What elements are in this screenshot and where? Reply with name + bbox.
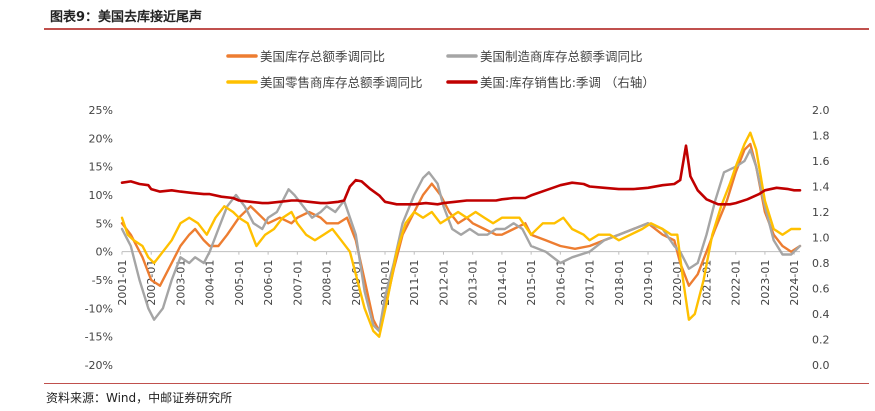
x-tick-label: 2013-01 [467,260,480,306]
x-tick-label: 2015-01 [525,260,538,306]
y-left-tick-label: 15% [89,161,113,174]
y-right-tick-label: 0.6 [812,283,830,296]
y-axis-left: -20% -15% -10% -5% 0% 5% 10% 15% 20% 25% [85,104,113,372]
y-right-tick-label: 1.6 [812,155,830,168]
series-line-2 [120,148,802,333]
x-tick-label: 2001-01 [116,260,129,306]
series-line-3 [120,131,802,338]
x-tick-label: 2016-01 [554,260,567,306]
source-note: 资料来源：Wind，中邮证券研究所 [46,391,233,405]
y-left-tick-label: 20% [89,132,113,145]
x-tick-label: 2024-01 [788,260,801,306]
x-tick-label: 2011-01 [408,260,421,306]
y-right-tick-label: 0.2 [812,334,830,347]
x-tick-label: 2023-01 [759,260,772,306]
x-tick-label: 2008-01 [321,260,334,306]
y-left-tick-label: -15% [85,331,113,344]
legend-label-3: 美国零售商库存总额季调同比 [260,75,423,90]
y-left-tick-label: 5% [96,217,113,230]
y-left-tick-label: 25% [89,104,113,117]
y-left-tick-label: -20% [85,359,113,372]
y-left-tick-label: 10% [89,189,113,202]
x-tick-label: 2019-01 [642,260,655,306]
y-right-tick-label: 0.4 [812,308,830,321]
x-tick-label: 2021-01 [700,260,713,306]
y-right-tick-label: 1.0 [812,232,830,245]
y-right-tick-label: 0.0 [812,359,830,372]
y-right-tick-label: 1.8 [812,130,830,143]
x-tick-label: 2007-01 [291,260,304,306]
series-line-4 [120,144,802,206]
y-left-tick-label: -10% [85,302,113,315]
chart-title: 图表9：美国去库接近尾声 [50,10,203,25]
x-tick-label: 2009-01 [350,260,363,306]
source-divider [44,383,869,384]
y-right-tick-label: 0.8 [812,257,830,270]
legend-label-4: 美国:库存销售比:季调 （右轴） [480,75,655,90]
x-tick-label: 2004-01 [204,260,217,306]
x-tick-label: 2003-01 [174,260,187,306]
y-axis-right: 0.0 0.2 0.4 0.6 0.8 1.0 1.2 1.4 1.6 1.8 2.0 [812,104,830,372]
x-tick-label: 2005-01 [233,260,246,306]
y-left-tick-label: -5% [92,274,113,287]
x-tick-label: 2022-01 [730,260,743,306]
x-tick-label: 2012-01 [437,260,450,306]
y-right-tick-label: 1.2 [812,206,830,219]
y-right-tick-label: 1.4 [812,181,830,194]
plot-area [120,131,802,338]
y-left-tick-label: 0% [96,246,113,259]
x-tick-label: 2018-01 [613,260,626,306]
y-right-tick-label: 2.0 [812,104,830,117]
legend-label-2: 美国制造商库存总额季调同比 [480,49,643,64]
x-tick-label: 2006-01 [262,260,275,306]
legend-label-1: 美国库存总额季调同比 [260,49,385,64]
title-underline [44,28,869,30]
x-tick-label: 2017-01 [584,260,597,306]
x-tick-label: 2014-01 [496,260,509,306]
